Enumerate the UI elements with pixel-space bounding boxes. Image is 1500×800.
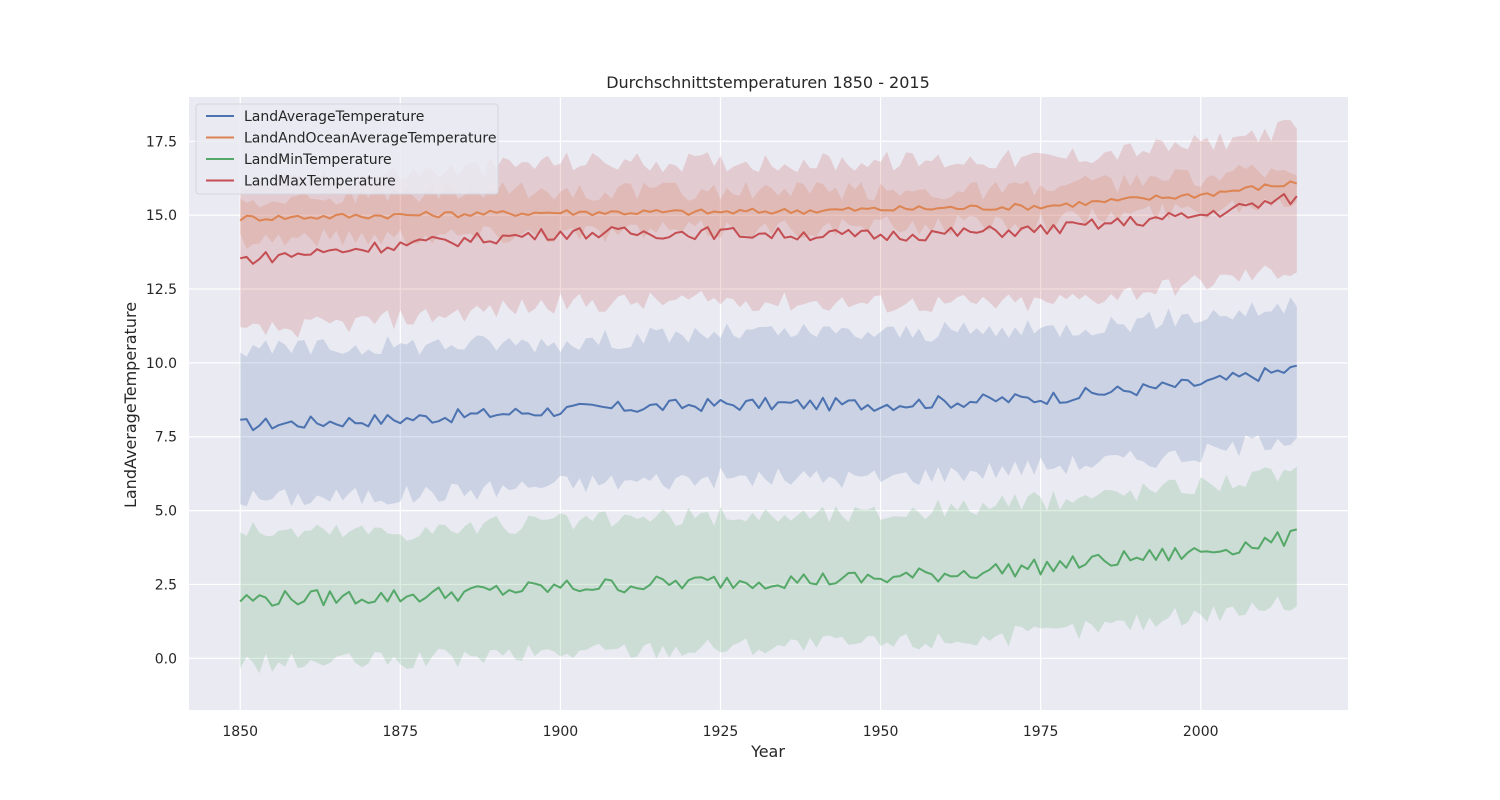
x-tick-label: 1875 bbox=[382, 724, 418, 740]
legend-entry: LandAverageTemperature bbox=[244, 109, 424, 125]
series-band bbox=[240, 466, 1297, 674]
legend: LandAverageTemperature LandAndOceanAverag… bbox=[195, 103, 499, 195]
y-tick-label: 15.0 bbox=[146, 208, 177, 224]
series-line bbox=[239, 528, 1298, 607]
series-line bbox=[239, 193, 1298, 265]
x-tick-label: 1900 bbox=[543, 724, 579, 740]
series-band bbox=[240, 164, 1297, 249]
series-lines bbox=[239, 180, 1298, 607]
y-tick-label: 12.5 bbox=[146, 282, 177, 298]
y-tick-label: 7.5 bbox=[155, 430, 177, 446]
x-axis-ticks: 1850 1875 1900 1925 1950 1975 2000 bbox=[222, 724, 1218, 740]
y-tick-label: 10.0 bbox=[146, 356, 177, 372]
y-tick-label: 0.0 bbox=[155, 651, 177, 667]
x-tick-label: 1850 bbox=[222, 724, 258, 740]
chart-title: Durchschnittstemperaturen 1850 - 2015 bbox=[606, 73, 930, 92]
series-band bbox=[240, 120, 1297, 338]
x-tick-label: 1975 bbox=[1023, 724, 1059, 740]
confidence-bands bbox=[240, 120, 1297, 674]
series-line bbox=[240, 364, 1298, 432]
legend-entry: LandAndOceanAverageTemperature bbox=[244, 131, 496, 147]
legend-box bbox=[195, 103, 499, 195]
y-axis-ticks: 0.0 2.5 5.0 7.5 10.0 12.5 15.0 17.5 bbox=[146, 134, 177, 667]
y-axis-label: LandAverageTemperature bbox=[121, 302, 140, 508]
x-tick-label: 2000 bbox=[1183, 724, 1219, 740]
y-tick-label: 17.5 bbox=[146, 134, 177, 150]
legend-entry: LandMinTemperature bbox=[244, 152, 392, 168]
y-tick-label: 5.0 bbox=[155, 504, 177, 520]
series-line bbox=[239, 180, 1298, 222]
y-tick-label: 2.5 bbox=[155, 577, 177, 593]
x-tick-label: 1925 bbox=[703, 724, 739, 740]
x-tick-label: 1950 bbox=[863, 724, 899, 740]
legend-entry: LandMaxTemperature bbox=[244, 174, 396, 190]
x-axis-label: Year bbox=[750, 742, 785, 761]
